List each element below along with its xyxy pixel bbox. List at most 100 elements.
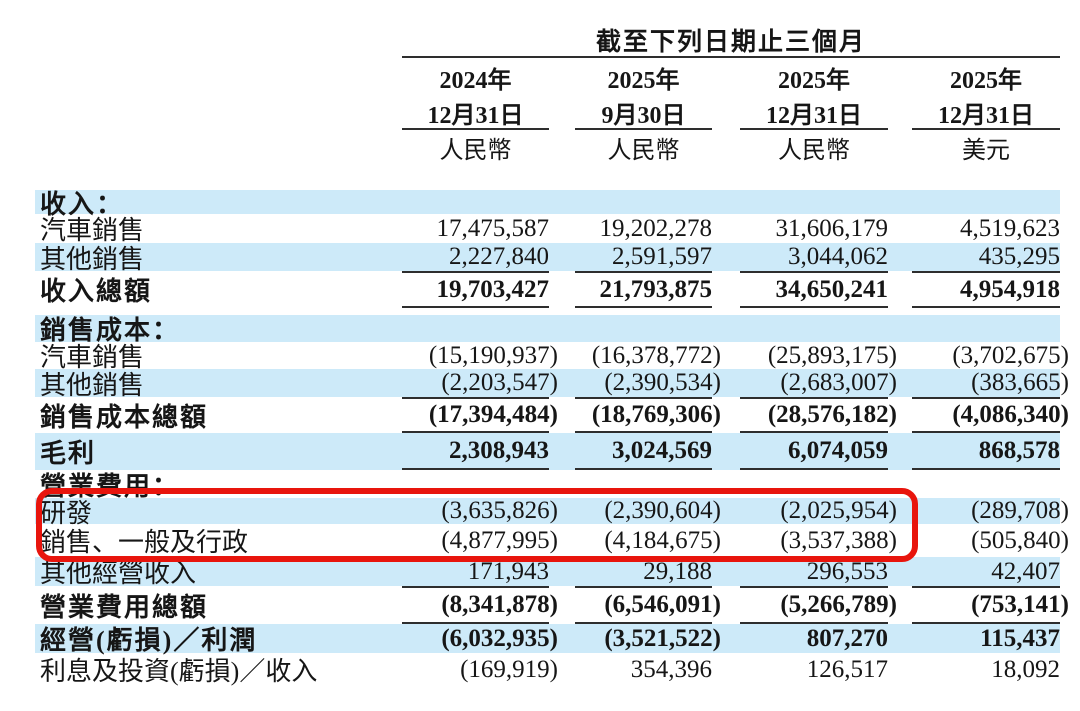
value-cell: (4,877,995): [441, 526, 558, 554]
section-operating-expenses: 營業費用：: [35, 470, 1060, 501]
value-cell: (28,576,182): [740, 397, 897, 433]
value-cell: 3,044,062: [788, 243, 888, 270]
financial-table: 截至下列日期止三個月 2024年 2025年 2025年 2025年 12月31…: [35, 24, 1069, 687]
value-cell: (3,702,675): [952, 341, 1069, 369]
value-cell: (2,203,547): [441, 369, 558, 396]
row-label: 收入：: [40, 189, 125, 219]
row-other-operating-income: 其他經營收入 171,943 29,188 296,553 42,407: [35, 557, 1060, 588]
value-cell: 18,092: [991, 655, 1060, 683]
value-cell: 2,308,943: [402, 433, 549, 470]
column-currencies: 人民幣 人民幣 人民幣 美元: [35, 131, 1060, 164]
value-cell: [575, 470, 712, 498]
value-cell: 31,606,179: [775, 214, 889, 242]
value-cell: 17,475,587: [436, 214, 550, 242]
row-operating-loss-profit: 經營(虧損)／利潤 (6,032,935) (3,521,522) 807,27…: [35, 624, 1060, 655]
row-other-sales-cost: 其他銷售 (2,203,547) (2,390,534) (2,683,007)…: [35, 369, 1069, 400]
value-cell: [912, 470, 1060, 498]
col2-rule: [575, 128, 712, 130]
value-cell: (5,266,789): [740, 586, 897, 624]
row-label: 研發: [40, 498, 93, 528]
value-cell: (2,390,534): [604, 369, 721, 396]
value-cell: 34,650,241: [740, 271, 888, 308]
row-total-operating-expenses: 營業費用總額 (8,341,878) (6,546,091) (5,266,78…: [35, 586, 1069, 624]
column-years: 2024年 2025年 2025年 2025年: [35, 58, 1060, 96]
value-cell: (505,840): [971, 526, 1069, 554]
row-selling-general-admin: 銷售、一般及行政 (4,877,995) (4,184,675) (3,537,…: [35, 524, 1069, 558]
col4-currency: 美元: [962, 138, 1010, 164]
row-interest-investment-income: 利息及投資(虧損)／收入 (169,919) 354,396 126,517 1…: [35, 653, 1060, 687]
row-label: 其他銷售: [40, 244, 145, 274]
row-vehicle-sales-cost: 汽車銷售 (15,190,937) (16,378,772) (25,893,1…: [35, 341, 1069, 373]
row-vehicle-sales: 汽車銷售 17,475,587 19,202,278 31,606,179 4,…: [35, 214, 1060, 246]
value-cell: (25,893,175): [767, 341, 897, 369]
value-cell: (2,683,007): [780, 369, 897, 396]
value-cell: 2,227,840: [449, 243, 549, 270]
value-cell: [912, 315, 1060, 342]
col1-currency: 人民幣: [439, 138, 512, 164]
row-label: 其他銷售: [40, 370, 145, 400]
col3-year: 2025年: [778, 67, 850, 94]
value-cell: [740, 470, 888, 498]
col3-rule: [740, 128, 888, 130]
value-cell: [402, 190, 549, 214]
col1-year: 2024年: [439, 67, 512, 94]
col2-currency: 人民幣: [607, 138, 680, 164]
value-cell: [575, 190, 712, 214]
value-cell: [402, 315, 549, 342]
row-label: 汽車銷售: [40, 216, 145, 245]
value-cell: 19,202,278: [599, 214, 713, 242]
value-cell: 29,188: [643, 557, 712, 585]
value-cell: (4,184,675): [604, 526, 721, 554]
row-label: 經營(虧損)／利潤: [40, 626, 258, 655]
value-cell: (2,025,954): [780, 497, 897, 524]
column-rules: [35, 128, 1060, 131]
value-cell: 4,519,623: [960, 214, 1060, 242]
column-dates: 12月31日 9月30日 12月31日 12月31日: [35, 96, 1060, 129]
col4-year: 2025年: [950, 67, 1022, 94]
value-cell: (3,521,522): [604, 624, 721, 652]
col3-date: 12月31日: [766, 102, 862, 129]
col4-date: 12月31日: [938, 102, 1034, 129]
row-label: 汽車銷售: [40, 343, 145, 372]
value-cell: (18,769,306): [575, 397, 721, 433]
value-cell: (3,537,388): [780, 526, 897, 554]
row-label: 收入總額: [40, 277, 153, 306]
section-cost-of-sales: 銷售成本：: [35, 315, 1060, 345]
value-cell: 354,396: [630, 655, 712, 683]
row-label: 其他經營收入: [40, 559, 197, 588]
value-cell: (2,390,604): [604, 497, 721, 524]
row-label: 營業費用：: [40, 471, 181, 501]
value-cell: 868,578: [912, 433, 1060, 470]
row-label: 銷售、一般及行政: [40, 528, 249, 557]
col1-rule: [402, 128, 549, 130]
col1-date: 12月31日: [427, 102, 524, 129]
value-cell: (8,341,878): [402, 586, 558, 624]
value-cell: 435,295: [978, 243, 1060, 270]
row-other-sales: 其他銷售 2,227,840 2,591,597 3,044,062 435,2…: [35, 243, 1060, 274]
section-revenue: 收入：: [35, 189, 1060, 219]
value-cell: (289,708): [971, 497, 1069, 524]
row-gross-profit: 毛利 2,308,943 3,024,569 6,074,059 868,578: [35, 433, 1060, 470]
row-label: 利息及投資(虧損)／收入: [40, 657, 318, 686]
value-cell: 6,074,059: [740, 433, 888, 470]
value-cell: 115,437: [980, 624, 1060, 652]
period-title: 截至下列日期止三個月: [595, 29, 866, 56]
value-cell: 42,407: [991, 557, 1060, 585]
col2-date: 9月30日: [601, 102, 686, 129]
value-cell: 4,954,918: [912, 271, 1060, 308]
header-top-rule: [402, 56, 1060, 58]
value-cell: (17,394,484): [402, 397, 558, 433]
value-cell: 126,517: [806, 655, 888, 683]
value-cell: 19,703,427: [402, 271, 549, 308]
row-research-development: 研發 (3,635,826) (2,390,604) (2,025,954) (…: [35, 497, 1069, 528]
row-label: 毛利: [40, 439, 97, 468]
value-cell: (4,086,340): [912, 397, 1069, 433]
row-label: 銷售成本：: [40, 316, 181, 345]
row-total-cost-of-sales: 銷售成本總額 (17,394,484) (18,769,306) (28,576…: [35, 397, 1069, 433]
row-label: 銷售成本總額: [40, 402, 209, 432]
col2-year: 2025年: [607, 67, 680, 94]
col3-currency: 人民幣: [778, 138, 850, 164]
value-cell: 296,553: [806, 557, 888, 585]
value-cell: (383,665): [971, 369, 1069, 396]
table-header-period: 截至下列日期止三個月: [35, 24, 1060, 56]
